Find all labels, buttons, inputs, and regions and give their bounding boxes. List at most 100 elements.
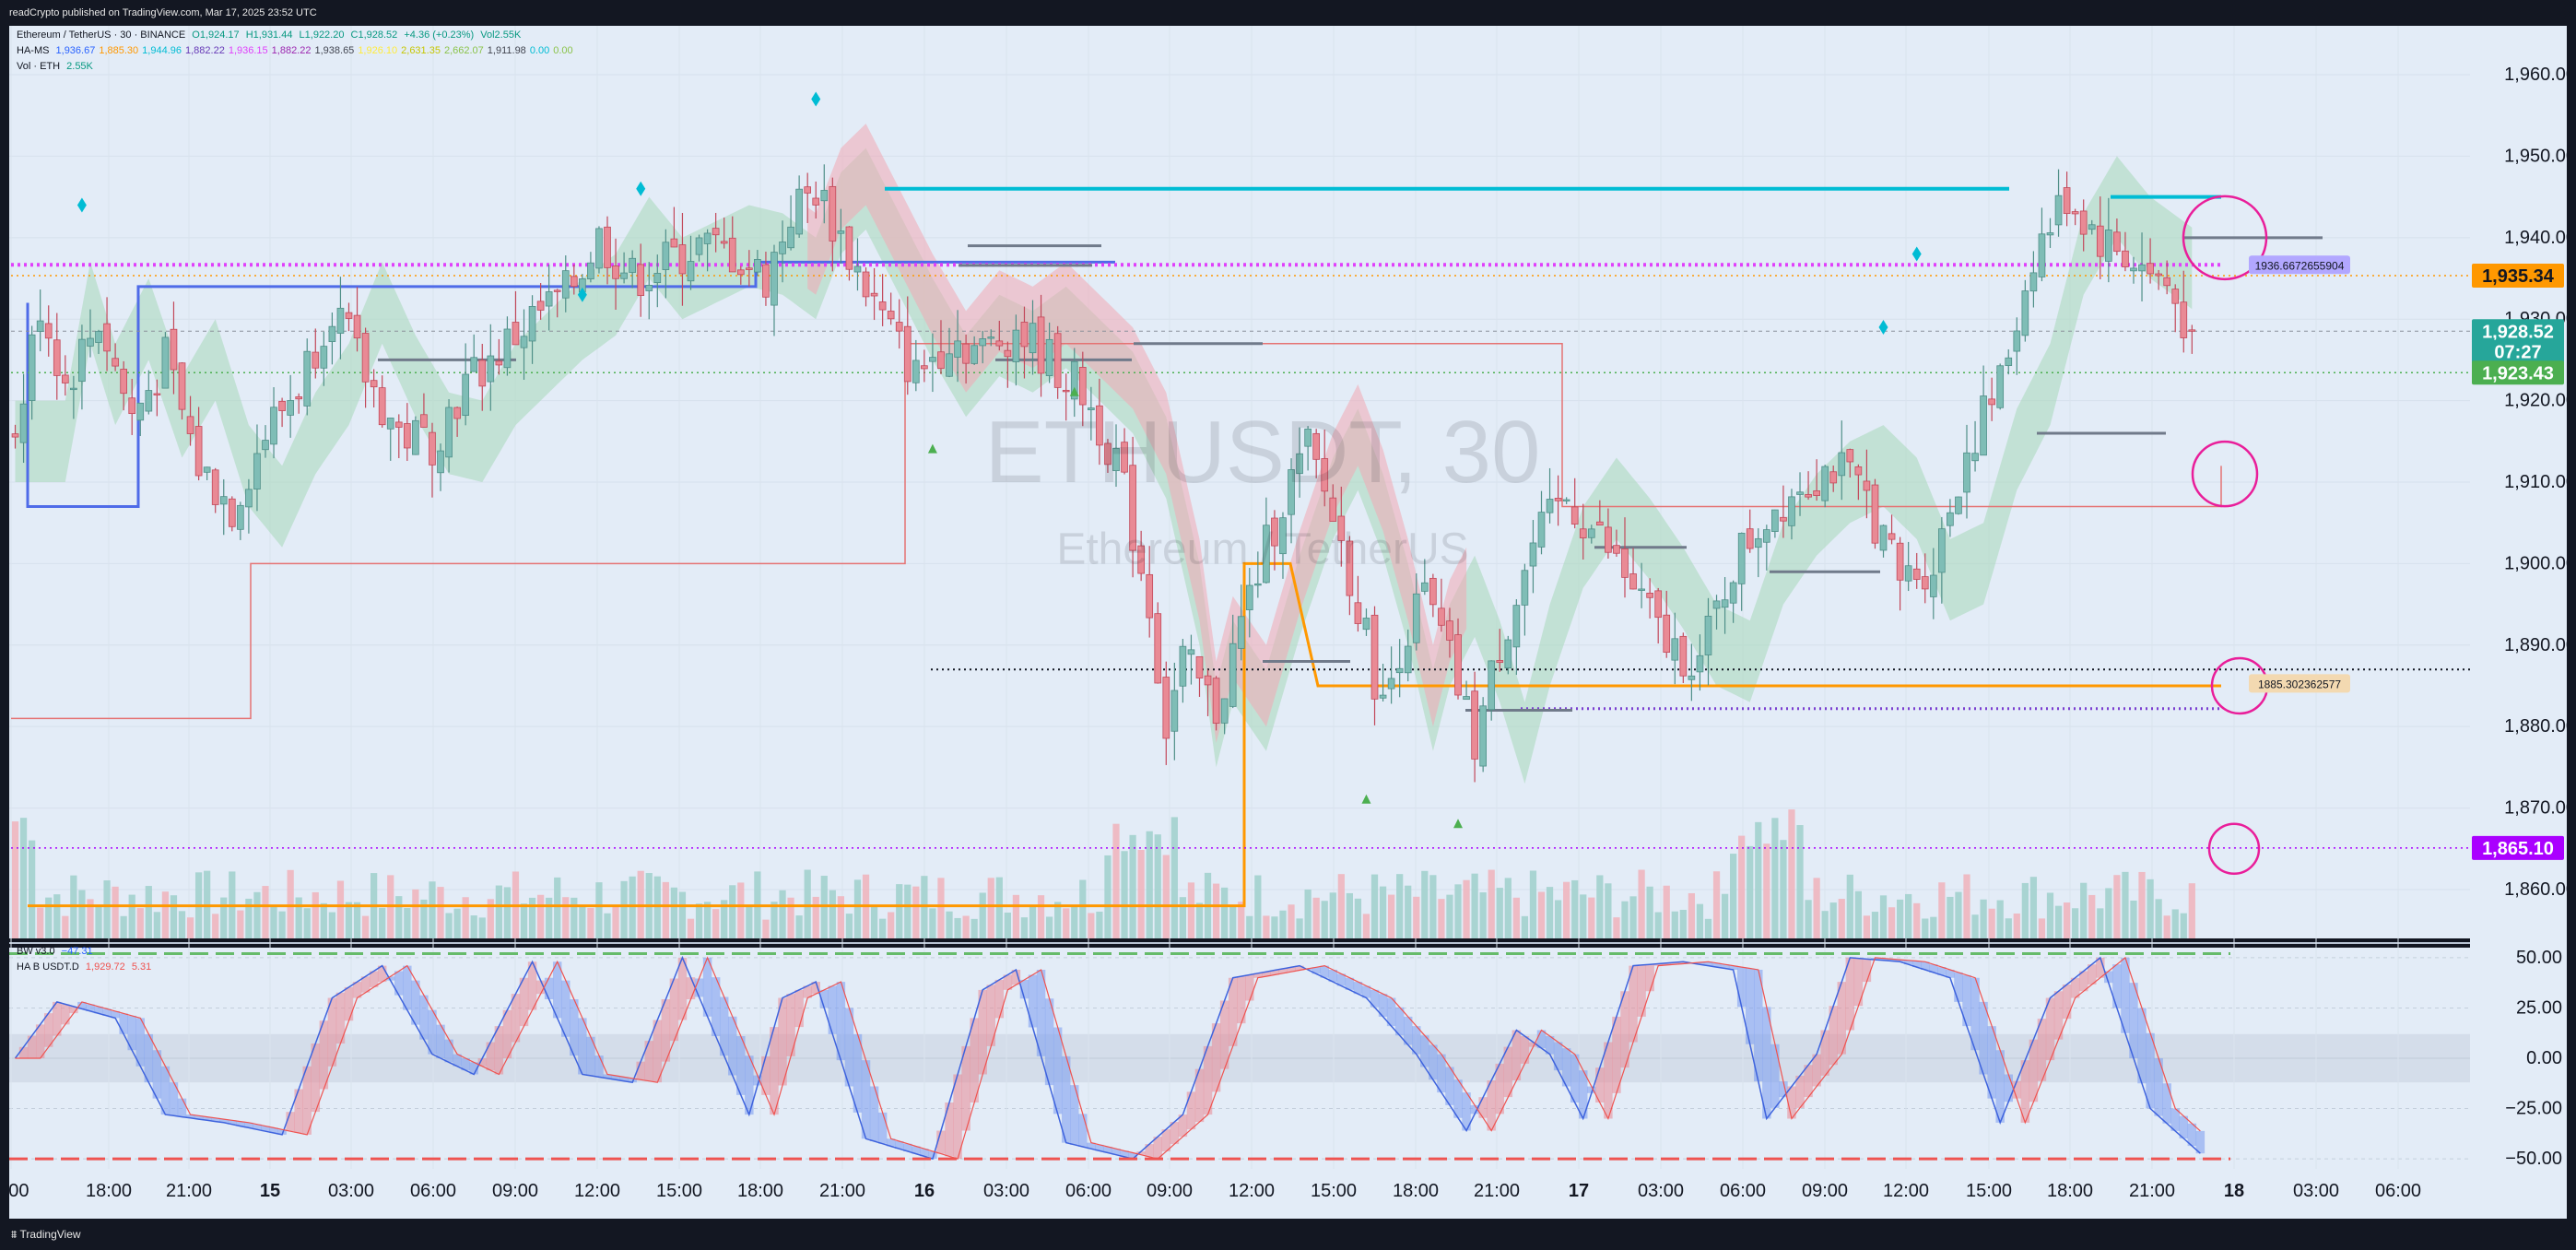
candle-body [1912,568,1921,580]
candle-body [1096,405,1103,446]
volume-bar [2054,905,2063,938]
candle-body [937,351,945,370]
price-label-bg [2472,264,2564,289]
candle-body [829,185,837,242]
volume-bar [1071,904,1078,938]
candle-body [1037,316,1045,374]
volume-bar [1671,911,1678,938]
price-label: 1,935.34 [2482,266,2555,287]
habusdt-legend: HA B USDT.D 1,929.72 5.31 [17,961,155,973]
hams-value: 1,885.30 [99,45,139,56]
candle-body [929,357,936,362]
candle-body [612,265,619,279]
volume-bar [912,886,920,938]
price-tick-label: 1,880.00 [2504,716,2567,737]
volume-bar [437,887,444,938]
candle-body [403,423,411,449]
candle-body [1187,649,1195,655]
volume-bar [528,897,536,938]
candle-body [970,345,979,364]
candle-body [820,190,829,202]
time-tick-label: 18:00 [737,1181,783,1201]
volume-bar [420,899,428,938]
price-label-bg [2472,319,2564,344]
volume-bar [1854,890,1862,938]
volume-bar [178,911,186,938]
hams-value: 2,662.07 [443,45,484,56]
volume-bar [1805,900,1812,938]
volume-bar [562,897,570,938]
candle-body [1237,616,1245,649]
volume-bar [2088,894,2096,938]
volume-bar [1212,883,1220,938]
candle-body [954,340,961,358]
volume-bar [128,894,135,938]
volume-bar [262,886,269,938]
candle-body [194,426,203,477]
candle-body [78,338,86,383]
candle-body [1754,537,1762,548]
volume-bar [1605,883,1612,938]
volume-bar [1446,894,1453,938]
candle-body [703,232,712,244]
candle-body [720,241,728,244]
volume-bar [612,906,619,938]
candle-body [1146,573,1154,619]
volume-bar [429,881,436,938]
volume-bar [1429,875,1437,938]
candle-body [1746,528,1754,549]
volume-bar [804,869,811,938]
trading-chart[interactable]: 1,860.00 1,870.00 1,880.00 1,890.00 1,900.00… [9,26,2567,1219]
candle-body [287,400,294,416]
volume-bar [312,891,319,938]
volume-bar [1454,884,1462,938]
hams-name: HA-MS [17,45,50,56]
volume-bar [2005,918,2012,938]
volume-bar [1663,885,1670,938]
price-tick-label: 1,870.00 [2504,798,2567,819]
volume-bar [1004,912,1011,938]
time-tick-label: 12:00 [1229,1181,1275,1201]
volume-bar [1796,825,1804,938]
candle-body [895,322,903,332]
candle-body [303,350,312,407]
volume-bar [1020,917,1029,938]
volume-bar [1829,902,1837,938]
volume-bar [2029,877,2038,938]
candle-body [1446,620,1453,641]
candle-body [1654,590,1663,619]
candle-body [462,373,470,416]
candle-body [320,346,328,369]
price-label-bg [2472,339,2564,364]
candle-body [1370,614,1379,700]
volume-bar [570,897,578,938]
time-tick-label: 18:00 [86,1181,132,1201]
publisher-text: readCrypto published on TradingView.com,… [9,7,317,18]
price-label: 07:27 [2494,343,2541,363]
price-label-bg [2472,360,2564,385]
volume-bar [445,913,453,938]
signal-diamond [1878,320,1888,336]
volume-bar [412,889,419,938]
candle-body [1829,471,1838,484]
candle-body [2054,195,2063,226]
volume-bar [662,881,669,938]
volume-bar [295,897,302,938]
candle-body [795,188,803,235]
candle-body [1888,533,1896,540]
volume-bar [1838,899,1845,938]
candle-body [779,242,786,254]
time-tick-label: 15:00 [1311,1181,1357,1201]
candle-body [2088,224,2096,230]
volume-bar [604,913,611,938]
volume-bar [45,897,53,938]
candle-body [1387,678,1395,690]
volume-bar [1229,906,1237,938]
candle-body [1796,491,1804,495]
volume-bar [1813,878,1820,938]
time-tick-label: 15:00 [1966,1181,2012,1201]
volume-bar [520,903,528,938]
hams-value: 1,938.65 [314,45,355,56]
candle-body [28,334,36,401]
volume-bar [1930,916,1937,938]
